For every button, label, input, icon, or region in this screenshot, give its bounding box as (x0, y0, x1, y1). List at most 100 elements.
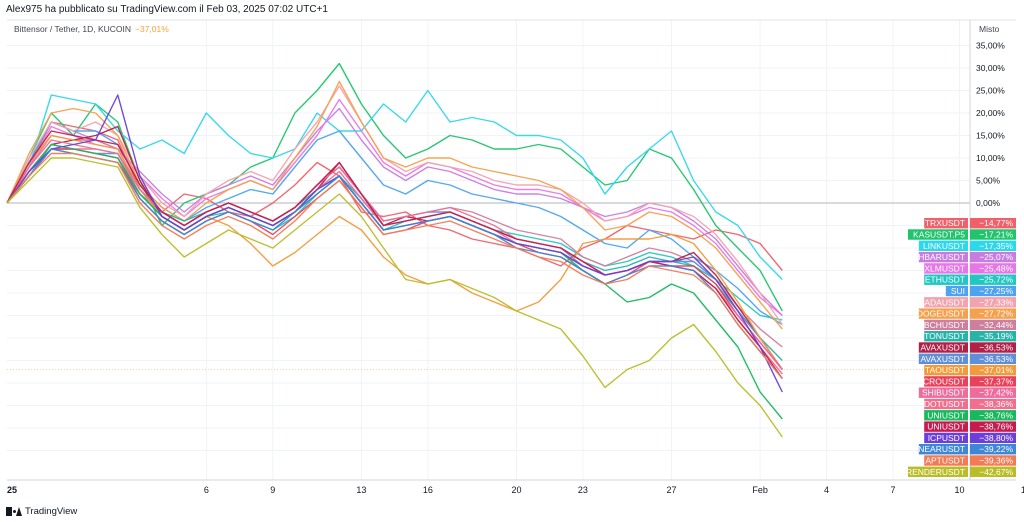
x-tick-label: 10 (954, 485, 964, 495)
badge-value-bg (970, 285, 1016, 297)
badge-name: DOTUSDT (924, 399, 965, 409)
badge-name: RENDERUSDT (906, 467, 965, 477)
badge-value: −37,01% (979, 365, 1013, 375)
badge-name: UNIUSDT (927, 422, 965, 432)
y-tick-label: 35,00% (976, 41, 1005, 51)
badge-name-bg (924, 319, 968, 331)
value-badge-avaxusdt: AVAXUSDT −36,53% (918, 342, 1016, 353)
badge-value-bg (970, 432, 1016, 444)
badge-value-bg (970, 240, 1016, 251)
series-line-renderusdt (6, 157, 783, 438)
badge-value-bg (970, 455, 1016, 466)
value-badges: TRXUSDT −14,77% KASUSDT.P5 −17,21% LINKUSDT −… (906, 218, 1016, 477)
badge-name-bg (918, 353, 968, 364)
badge-name: ETHUSDT (925, 275, 965, 285)
badge-name-bg (924, 421, 968, 432)
badge-name-bg (924, 331, 968, 342)
badge-value-bg (970, 387, 1016, 398)
footer: TradingView (6, 506, 77, 517)
badge-name-bg (924, 218, 968, 229)
y-tick-label: 10,00% (976, 153, 1005, 163)
value-badge-kasusdt.p5: KASUSDT.P5 −17,21% (908, 229, 1016, 240)
badge-name-bg (924, 297, 968, 308)
badge-name-bg (945, 285, 968, 297)
badge-value: −39,22% (979, 444, 1013, 454)
value-badge-renderusdt: RENDERUSDT −42,67% (906, 466, 1016, 477)
badge-name: XLMUSDT (924, 263, 965, 273)
publish-text: Alex975 ha pubblicato su TradingView.com… (6, 4, 328, 15)
series-line-crousdt (6, 148, 783, 370)
badge-name-bg (924, 432, 968, 444)
value-badge-taousdt: TAOUSDT −37,01% (924, 364, 1016, 376)
badge-value-bg (970, 297, 1016, 308)
badge-value: −36,53% (979, 343, 1013, 353)
badge-value-bg (970, 398, 1016, 410)
x-tick-label: 16 (423, 485, 433, 495)
badge-name: KASUSDT.P5 (913, 230, 965, 240)
value-badge-avaxusdt: AVAXUSDT −36,53% (918, 353, 1016, 364)
y-tick-label: 30,00% (976, 63, 1005, 73)
badge-value: −32,44% (979, 320, 1013, 330)
value-badge-hbarusdt: HBARUSDT −25,07% (918, 251, 1016, 263)
value-badge-adausdt: ADAUSDT −27,33% (924, 297, 1016, 308)
value-badge-aptusdt: APTUSDT −39,36% (924, 455, 1016, 466)
x-tick-label: 20 (511, 485, 521, 495)
value-badge-crousdt: CROUSDT −37,37% (923, 376, 1016, 387)
x-tick-label: 7 (890, 485, 895, 495)
badge-value: −17,21% (979, 230, 1013, 240)
badge-name: HBARUSDT (918, 252, 965, 262)
series-line-dotusdt (6, 139, 783, 375)
badge-value-bg (970, 342, 1016, 353)
badge-name-bg (924, 274, 968, 285)
value-badge-uniusdt: UNIUSDT −38,76% (924, 410, 1016, 421)
badge-value-bg (970, 444, 1016, 455)
badge-name-bg (924, 455, 968, 466)
badge-value: −25,72% (979, 275, 1013, 285)
badge-name: CROUSDT (923, 376, 965, 386)
badge-value: −38,76% (979, 410, 1013, 420)
badge-name: ICPUSDT (928, 433, 965, 443)
series-line-nearusdt (6, 148, 783, 379)
badge-name-bg (918, 251, 968, 263)
badge-name-bg (908, 466, 968, 477)
series-line-xlmusdt (6, 98, 783, 317)
badge-value: −25,07% (979, 252, 1013, 262)
badge-name-bg (924, 376, 968, 387)
series-line-dogeusdt (6, 80, 783, 330)
symbol-text: Bittensor / Tether, 1D, KUCOIN (14, 24, 131, 34)
y-tick-label: 25,00% (976, 86, 1005, 96)
badge-value-bg (970, 353, 1016, 364)
value-badge-trxusdt: TRXUSDT −14,77% (924, 218, 1016, 229)
badge-name-bg (918, 342, 968, 353)
series-lines (6, 62, 783, 438)
series-line-kasusdt.p5 (6, 62, 783, 312)
header-bar: Alex975 ha pubblicato su TradingView.com… (0, 0, 1024, 20)
value-badge-linkusdt: LINKUSDT −17,35% (918, 240, 1016, 251)
x-tick-label: 25 (7, 485, 17, 495)
badge-value: −38,80% (979, 433, 1013, 443)
badge-name: BCHUSDT (924, 320, 965, 330)
chart-legend-title: Bittensor / Tether, 1D, KUCOIN −37,01% (14, 24, 169, 34)
value-badge-ethusdt: ETHUSDT −25,72% (924, 274, 1016, 285)
badge-value-bg (970, 331, 1016, 342)
y-tick-label: 15,00% (976, 131, 1005, 141)
badge-name: TONUSDT (924, 331, 965, 341)
badge-value-bg (970, 421, 1016, 432)
badge-value: −14,77% (979, 218, 1013, 228)
badge-name: ADAUSDT (924, 297, 965, 307)
badge-value: −25,48% (979, 263, 1013, 273)
badge-value-bg (970, 274, 1016, 285)
series-line-uniusdt (6, 143, 783, 420)
badge-name: UNIUSDT (927, 410, 965, 420)
scale-mode-label[interactable]: Misto (979, 24, 1000, 34)
tradingview-logo-icon (6, 507, 22, 516)
grid-lines (7, 20, 970, 480)
x-tick-label: Feb (752, 485, 768, 495)
badge-value-bg (970, 308, 1016, 319)
badge-value: −42,67% (979, 467, 1013, 477)
y-tick-label: 0,00% (976, 198, 1001, 208)
badge-name: TAOUSDT (925, 365, 965, 375)
badge-value-bg (970, 376, 1016, 387)
badge-value-bg (970, 364, 1016, 376)
